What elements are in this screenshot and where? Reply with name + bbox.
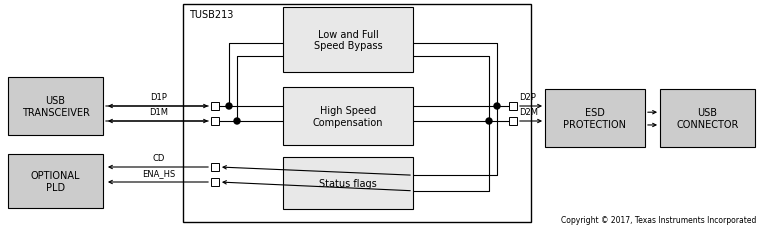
Text: D1M: D1M — [149, 108, 168, 117]
Text: High Speed
Compensation: High Speed Compensation — [313, 106, 384, 127]
Text: USB
CONNECTOR: USB CONNECTOR — [677, 108, 739, 129]
Text: D2P: D2P — [519, 93, 536, 101]
Circle shape — [226, 104, 232, 109]
Bar — [283, 157, 413, 209]
Bar — [8, 154, 103, 208]
Bar — [509, 117, 517, 125]
Text: ENA_HS: ENA_HS — [142, 168, 176, 177]
Text: D2M: D2M — [519, 108, 538, 117]
Text: Status flags: Status flags — [319, 178, 377, 188]
Circle shape — [234, 118, 240, 124]
Text: Low and Full
Speed Bypass: Low and Full Speed Bypass — [314, 30, 382, 51]
Bar — [283, 8, 413, 73]
Bar — [509, 103, 517, 111]
Bar — [183, 5, 531, 222]
Bar — [211, 178, 219, 186]
Text: USB
TRANSCEIVER: USB TRANSCEIVER — [21, 96, 90, 117]
Text: Copyright © 2017, Texas Instruments Incorporated: Copyright © 2017, Texas Instruments Inco… — [561, 215, 756, 224]
Text: D1P: D1P — [151, 93, 167, 101]
Bar — [211, 117, 219, 125]
Text: OPTIONAL
PLD: OPTIONAL PLD — [30, 170, 80, 192]
Text: ESD
PROTECTION: ESD PROTECTION — [563, 108, 626, 129]
Bar — [8, 78, 103, 135]
Text: CD: CD — [153, 153, 165, 162]
Circle shape — [486, 118, 492, 124]
Bar — [211, 163, 219, 171]
Bar — [211, 103, 219, 111]
Text: TUSB213: TUSB213 — [189, 10, 234, 20]
Bar — [545, 90, 645, 147]
Circle shape — [494, 104, 500, 109]
Bar — [283, 88, 413, 145]
Bar — [660, 90, 755, 147]
